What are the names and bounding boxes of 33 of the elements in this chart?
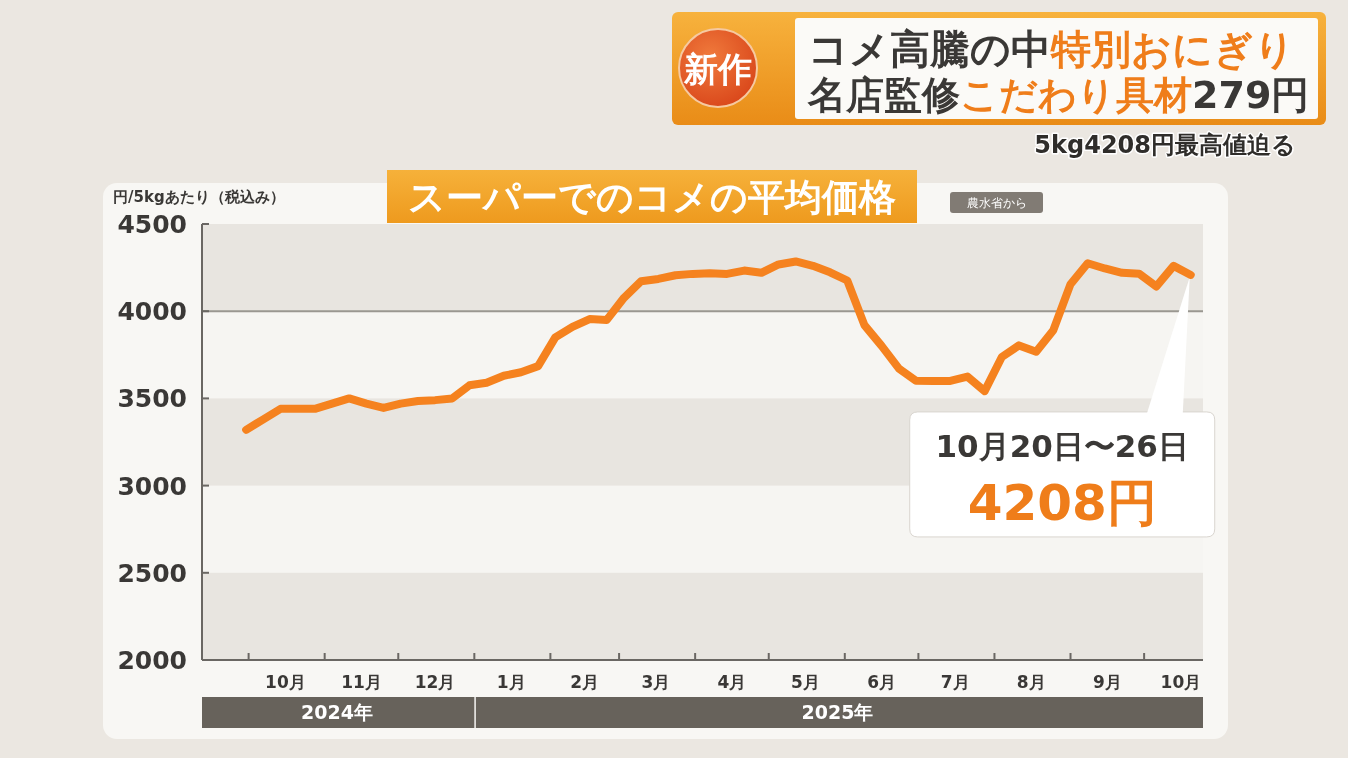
y-tick-label: 3000 (117, 471, 187, 501)
x-tick-label: 5月 (791, 672, 820, 692)
text: 特別おにぎり (1050, 26, 1295, 72)
annotation: 4208円 (967, 473, 1157, 532)
x-tick-label: 4月 (717, 672, 747, 692)
y-tick-label: 2500 (117, 558, 187, 588)
y-tick-label: 4000 (117, 297, 187, 327)
annotation: 10月20日〜26日 (935, 427, 1189, 464)
x-tick-label: 7月 (940, 672, 970, 692)
x-tick-label: 2月 (570, 672, 600, 692)
x-tick-label: 11月 (341, 672, 382, 692)
text: コメ高騰の中 (808, 26, 1051, 72)
y-tick-label: 3500 (117, 384, 187, 414)
y-tick-label: 2000 (117, 646, 187, 675)
x-tick-label: 12月 (414, 672, 456, 692)
y-axis-title: 円/5kgあたり（税込み） (113, 188, 285, 206)
x2-tick-label: 2025年 (801, 701, 874, 723)
text: 農水省から (966, 196, 1027, 210)
x2-tick-label: 2024年 (300, 701, 373, 723)
text: 新作 (683, 49, 752, 89)
x-tick-label: 10月 (1160, 672, 1202, 692)
text: こだわり具材 (960, 73, 1192, 117)
x-tick-label: 6月 (867, 672, 897, 692)
x-tick-label: 8月 (1016, 672, 1046, 692)
text: 5kg4208円最高値迫る (1034, 131, 1296, 159)
y-tick-label: 4500 (117, 210, 187, 239)
x-tick-label: 1月 (496, 672, 526, 692)
x-tick-label: 9月 (1092, 672, 1122, 692)
text: 279円 (1192, 73, 1310, 117)
x-tick-label: 3月 (641, 672, 671, 692)
text: 名店監修 (807, 73, 960, 117)
chart-title: スーパーでのコメの平均価格 (408, 176, 896, 219)
x-tick-label: 10月 (265, 672, 306, 692)
